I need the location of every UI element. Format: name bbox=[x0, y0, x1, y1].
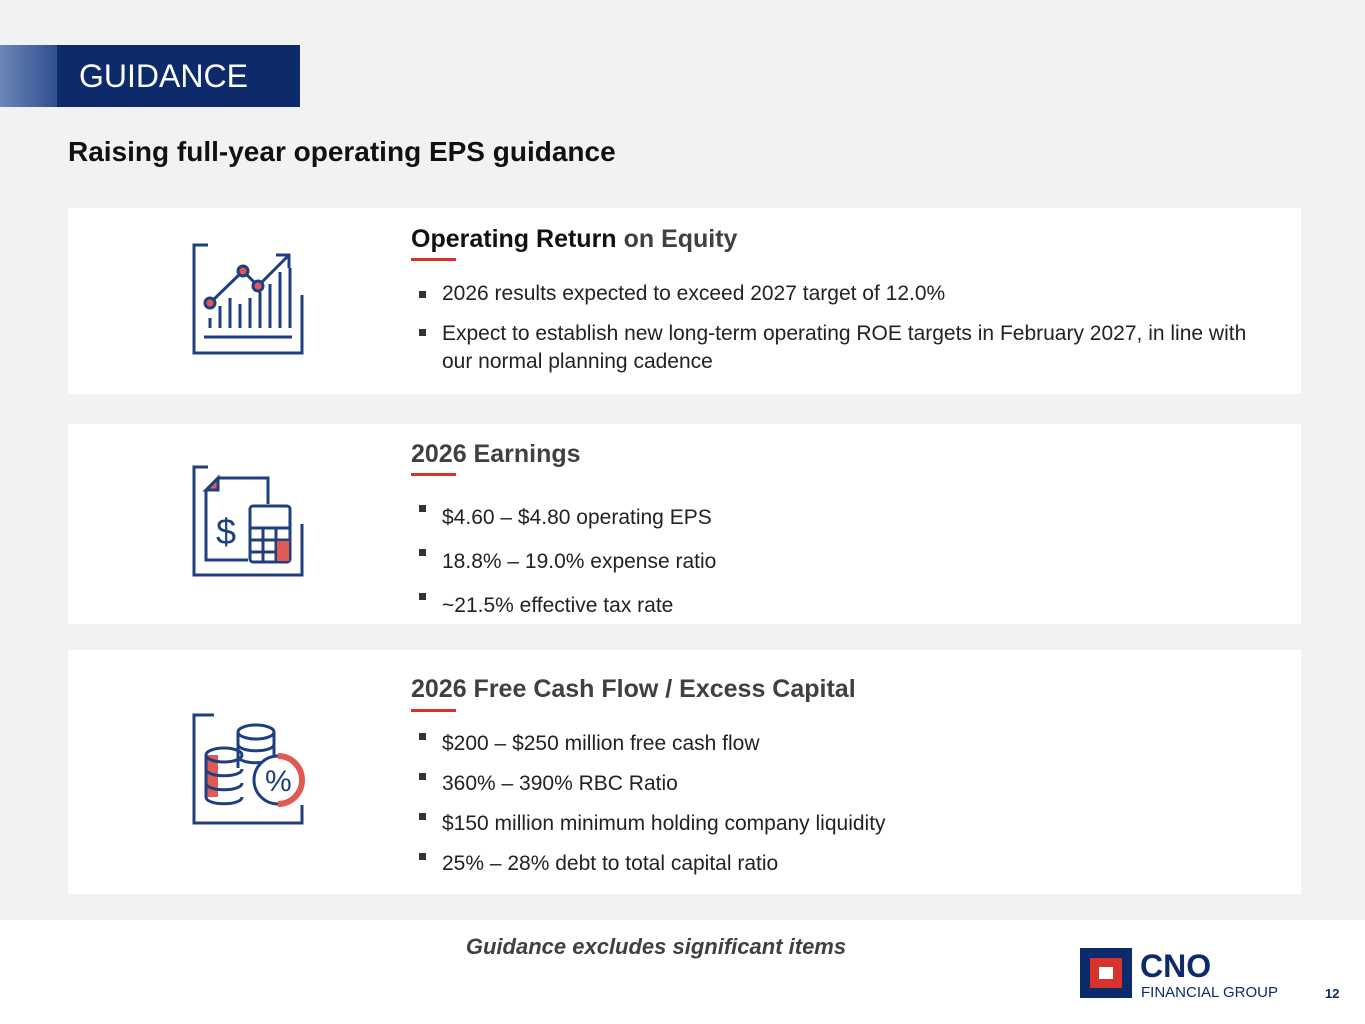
heading-part: 2026 Free Cash Flow / Excess Capital bbox=[411, 675, 856, 703]
bullet: Expect to establish new long-term operat… bbox=[419, 320, 1259, 376]
chart-icon bbox=[192, 243, 304, 355]
bullet: 360% – 390% RBC Ratio bbox=[419, 764, 1259, 804]
heading-rule bbox=[411, 258, 456, 261]
bullet-list: $4.60 – $4.80 operating EPS 18.8% – 19.0… bbox=[419, 496, 1259, 628]
logo-name: CNO bbox=[1140, 948, 1212, 984]
svg-text:$: $ bbox=[216, 511, 236, 552]
bullet: 18.8% – 19.0% expense ratio bbox=[419, 540, 1259, 584]
card-heading: 2026 Earnings bbox=[411, 440, 581, 469]
bullet: 25% – 28% debt to total capital ratio bbox=[419, 844, 1259, 884]
heading-rule bbox=[411, 709, 456, 712]
card-heading: 2026 Free Cash Flow / Excess Capital bbox=[411, 675, 856, 704]
bullet-list: 2026 results expected to exceed 2027 tar… bbox=[419, 282, 1259, 376]
footnote: Guidance excludes significant items bbox=[465, 934, 847, 959]
heading-rule bbox=[411, 473, 456, 476]
section-tag: GUIDANCE bbox=[57, 45, 300, 107]
heading-part: 2026 Earnings bbox=[411, 440, 581, 468]
page-number: 12 bbox=[1325, 986, 1340, 1001]
tag-accent bbox=[0, 45, 57, 107]
card: Operating Return on Equity 2026 results e… bbox=[68, 208, 1301, 394]
calculator-icon: $ bbox=[192, 465, 304, 577]
card-heading: Operating Return on Equity bbox=[411, 225, 737, 254]
logo-subtitle: FINANCIAL GROUP bbox=[1141, 984, 1278, 1001]
bullet-list: $200 – $250 million free cash flow 360% … bbox=[419, 724, 1259, 884]
heading-part: Operating Return bbox=[411, 225, 617, 253]
svg-text:%: % bbox=[265, 765, 292, 798]
slide-title: Raising full-year operating EPS guidance bbox=[68, 136, 616, 167]
logo-mark bbox=[1080, 948, 1132, 998]
heading-part: on Equity bbox=[623, 225, 738, 253]
card: $ 2026 Earnings $4.60 – $4.80 operating … bbox=[68, 424, 1301, 624]
bullet: $4.60 – $4.80 operating EPS bbox=[419, 496, 1259, 540]
bullet: ~21.5% effective tax rate bbox=[419, 584, 1259, 628]
bullet: 2026 results expected to exceed 2027 tar… bbox=[419, 282, 1259, 306]
footer: Guidance excludes significant items CNO … bbox=[0, 920, 1365, 1024]
bullet: $200 – $250 million free cash flow bbox=[419, 724, 1259, 764]
bullet: $150 million minimum holding company liq… bbox=[419, 804, 1259, 844]
card: % 2026 Free Cash Flow / Excess Capital $… bbox=[68, 650, 1301, 894]
coins-icon: % bbox=[192, 713, 305, 825]
